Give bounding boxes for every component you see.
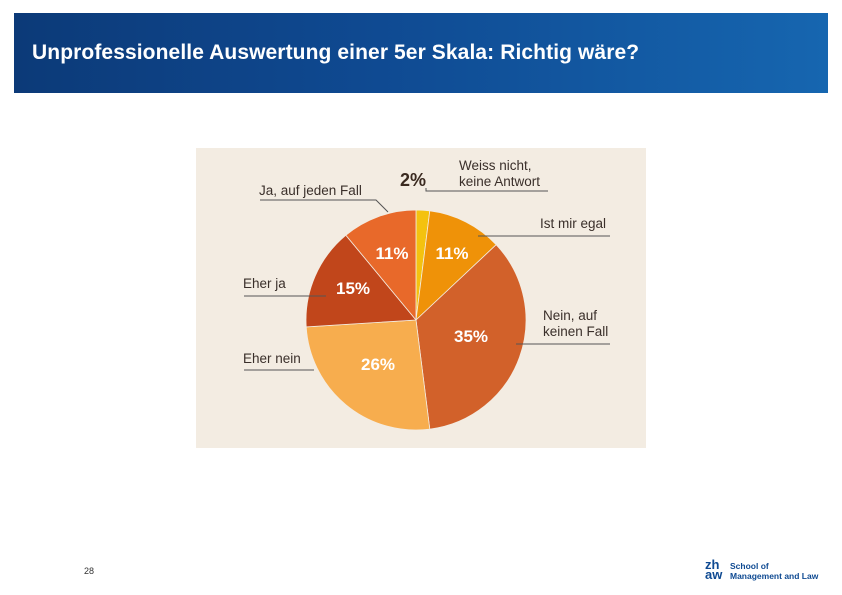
title-bar: Unprofessionelle Auswertung einer 5er Sk… [14,13,828,93]
slice-value-label: 2% [400,170,426,190]
pie-slice [415,210,497,322]
slice-category-label: Ja, auf jeden Fall [259,183,362,198]
slice-category-label: keinen Fall [543,324,608,339]
pie-slice [305,234,417,328]
pie-chart: 2% Weiss nicht,keine Antwort 11% Ist mir eg… [243,158,610,431]
pie-chart-panel: 2% Weiss nicht, keine Antwort 11% Ist mir eg… [196,148,646,448]
slice-value-label: 26% [361,355,395,374]
logo-mark-line1: zh [705,557,720,572]
pie-slice [345,209,417,322]
slice-category-label: Nein, auf [543,308,597,323]
pie-slice [415,244,527,430]
slice-value-label: 11% [435,244,468,263]
leader-line [425,188,548,192]
slide-title: Unprofessionelle Auswertung einer 5er Sk… [32,41,640,64]
page-number: 28 [84,566,95,576]
slice-value-label: 15% [336,279,370,298]
logo-text-line2: Management and Law [730,571,819,581]
slice-category-label: keine Antwort [459,174,540,189]
slice-category-label: Ist mir egal [540,216,606,231]
slice-category-label: Eher ja [243,276,286,291]
slice-category-label: Eher nein [243,351,301,366]
logo-text: School of Management and Law [730,561,818,581]
pie-slice [305,319,431,431]
logo-mark: zh aw [705,557,727,582]
logo-text-line1: School of [730,561,769,571]
slice-value-label: 11% [375,244,408,263]
logo-mark-line2: aw [705,567,723,582]
slice-value-label: 35% [454,327,488,346]
leader-line [260,199,389,213]
slice-category-label: Weiss nicht, [459,158,532,173]
